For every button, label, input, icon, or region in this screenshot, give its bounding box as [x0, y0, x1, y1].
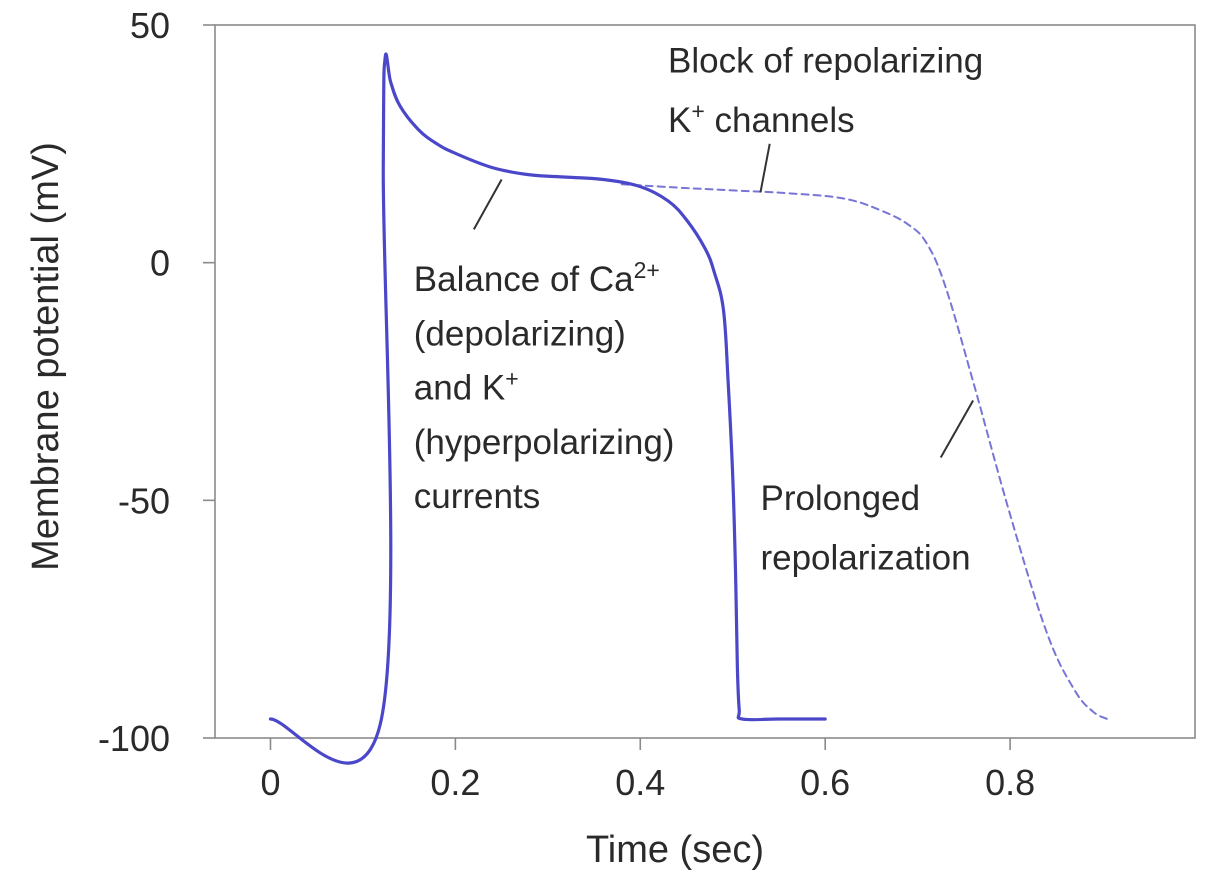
annotation: Block of repolarizing K+ channels — [668, 42, 983, 193]
annotation-line: Prolonged — [760, 479, 920, 518]
y-tick-label: -50 — [118, 480, 170, 521]
x-axis: 0 0.2 0.4 0.6 0.8 — [260, 738, 1035, 803]
x-tick-label: 0.2 — [430, 762, 480, 803]
series-line-solid — [268, 52, 827, 765]
y-tick-label: 50 — [130, 5, 170, 46]
x-tick-label: 0.8 — [985, 762, 1035, 803]
x-axis-title: Time (sec) — [586, 829, 764, 871]
x-tick-label: 0.6 — [800, 762, 850, 803]
y-tick-label: -100 — [98, 718, 170, 759]
x-tick-label: 0 — [260, 762, 280, 803]
annotation-line: Balance of Ca2+ — [414, 257, 660, 299]
annotation: Prolonged repolarization — [760, 400, 974, 578]
annotation-leader — [939, 400, 974, 459]
annotation-layer: Block of repolarizing K+ channels Balance … — [414, 42, 983, 578]
annotation-line: and K+ — [414, 366, 519, 408]
plot-frame — [214, 24, 1196, 739]
annotation-line: (depolarizing) — [414, 314, 626, 353]
annotation-line: K+ channels — [668, 98, 855, 140]
annotation: Balance of Ca2+ (depolarizing) and K+ (hype… — [414, 178, 675, 516]
y-axis: 50 0 -50 -100 — [98, 5, 215, 759]
y-tick-label: 0 — [150, 243, 170, 284]
annotation-leader — [759, 143, 771, 193]
annotation-line: (hyperpolarizing) — [414, 423, 675, 462]
annotation-line: Block of repolarizing — [668, 42, 983, 81]
annotation-line: repolarization — [760, 539, 970, 578]
annotation-line: currents — [414, 477, 540, 516]
y-axis-title: Membrane potential (mV) — [25, 142, 67, 571]
plot-border — [214, 24, 1196, 739]
series-line-dashed — [620, 183, 1109, 720]
series-layer — [268, 52, 1109, 765]
x-tick-label: 0.4 — [615, 762, 665, 803]
annotation-leader — [472, 178, 503, 230]
